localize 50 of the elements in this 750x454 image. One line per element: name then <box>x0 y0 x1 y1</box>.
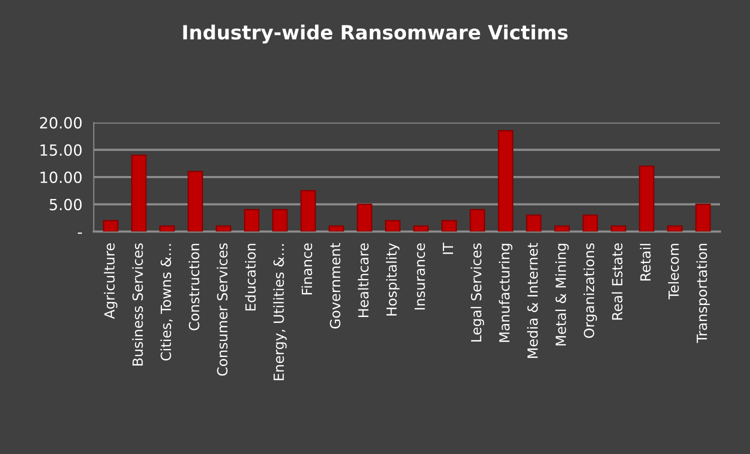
bar <box>638 165 654 232</box>
x-tick-label: Construction <box>188 244 200 330</box>
x-tick-label: Transportation <box>696 244 710 343</box>
x-tick-label: Manufacturing <box>498 244 512 342</box>
x-tick-label: Finance <box>301 243 312 294</box>
x-tick-label: IT <box>442 242 454 254</box>
x-tick-label: Hospitality <box>386 243 400 316</box>
bar <box>554 225 570 232</box>
y-tick-label: 10.00 <box>40 172 82 184</box>
bar <box>498 130 514 232</box>
x-tick-label: Healthcare <box>358 243 369 317</box>
x-tick-label: Energy, Utilities &… <box>273 244 287 380</box>
x-tick-label: Education <box>245 244 256 310</box>
x-tick-label: Consumer Services <box>216 243 228 376</box>
x-tick-label: Media & Internet <box>527 242 538 358</box>
y-tick-label: 20.00 <box>40 117 82 129</box>
y-tick-label: 15.00 <box>40 144 82 156</box>
chart-title: Industry-wide Ransomware Victims <box>183 24 568 44</box>
bar <box>328 225 344 232</box>
x-tick-label: Agriculture <box>104 243 118 319</box>
x-tick-label: Metal & Mining <box>555 244 569 346</box>
bar <box>272 209 288 232</box>
y-tick-label: 5.00 <box>50 198 82 210</box>
x-tick-label: Business Services <box>132 243 143 366</box>
x-tick-label: Insurance <box>414 243 426 310</box>
bar <box>356 204 372 232</box>
bar <box>159 225 175 232</box>
bar <box>470 209 486 232</box>
bar <box>131 154 147 232</box>
bar <box>102 220 118 232</box>
x-tick-label: Government <box>330 242 340 328</box>
bar <box>667 225 683 232</box>
bar <box>413 225 429 232</box>
bar <box>582 214 598 232</box>
x-tick-label: Real Estate <box>612 243 622 320</box>
bar <box>695 204 711 232</box>
x-tick-label: Retail <box>640 244 651 281</box>
bar <box>216 225 232 232</box>
x-tick-label: Legal Services <box>470 243 484 342</box>
bar <box>188 170 204 232</box>
y-tick-label: - <box>78 232 82 234</box>
bar <box>300 190 316 232</box>
bar <box>244 209 260 232</box>
bar <box>385 220 401 232</box>
x-tick-label: Cities, Towns &… <box>160 244 173 360</box>
bar <box>441 220 457 232</box>
bar <box>610 225 626 232</box>
x-tick-label: Organizations <box>584 243 597 338</box>
bar <box>526 214 542 232</box>
x-tick-label: Telecom <box>668 244 679 300</box>
